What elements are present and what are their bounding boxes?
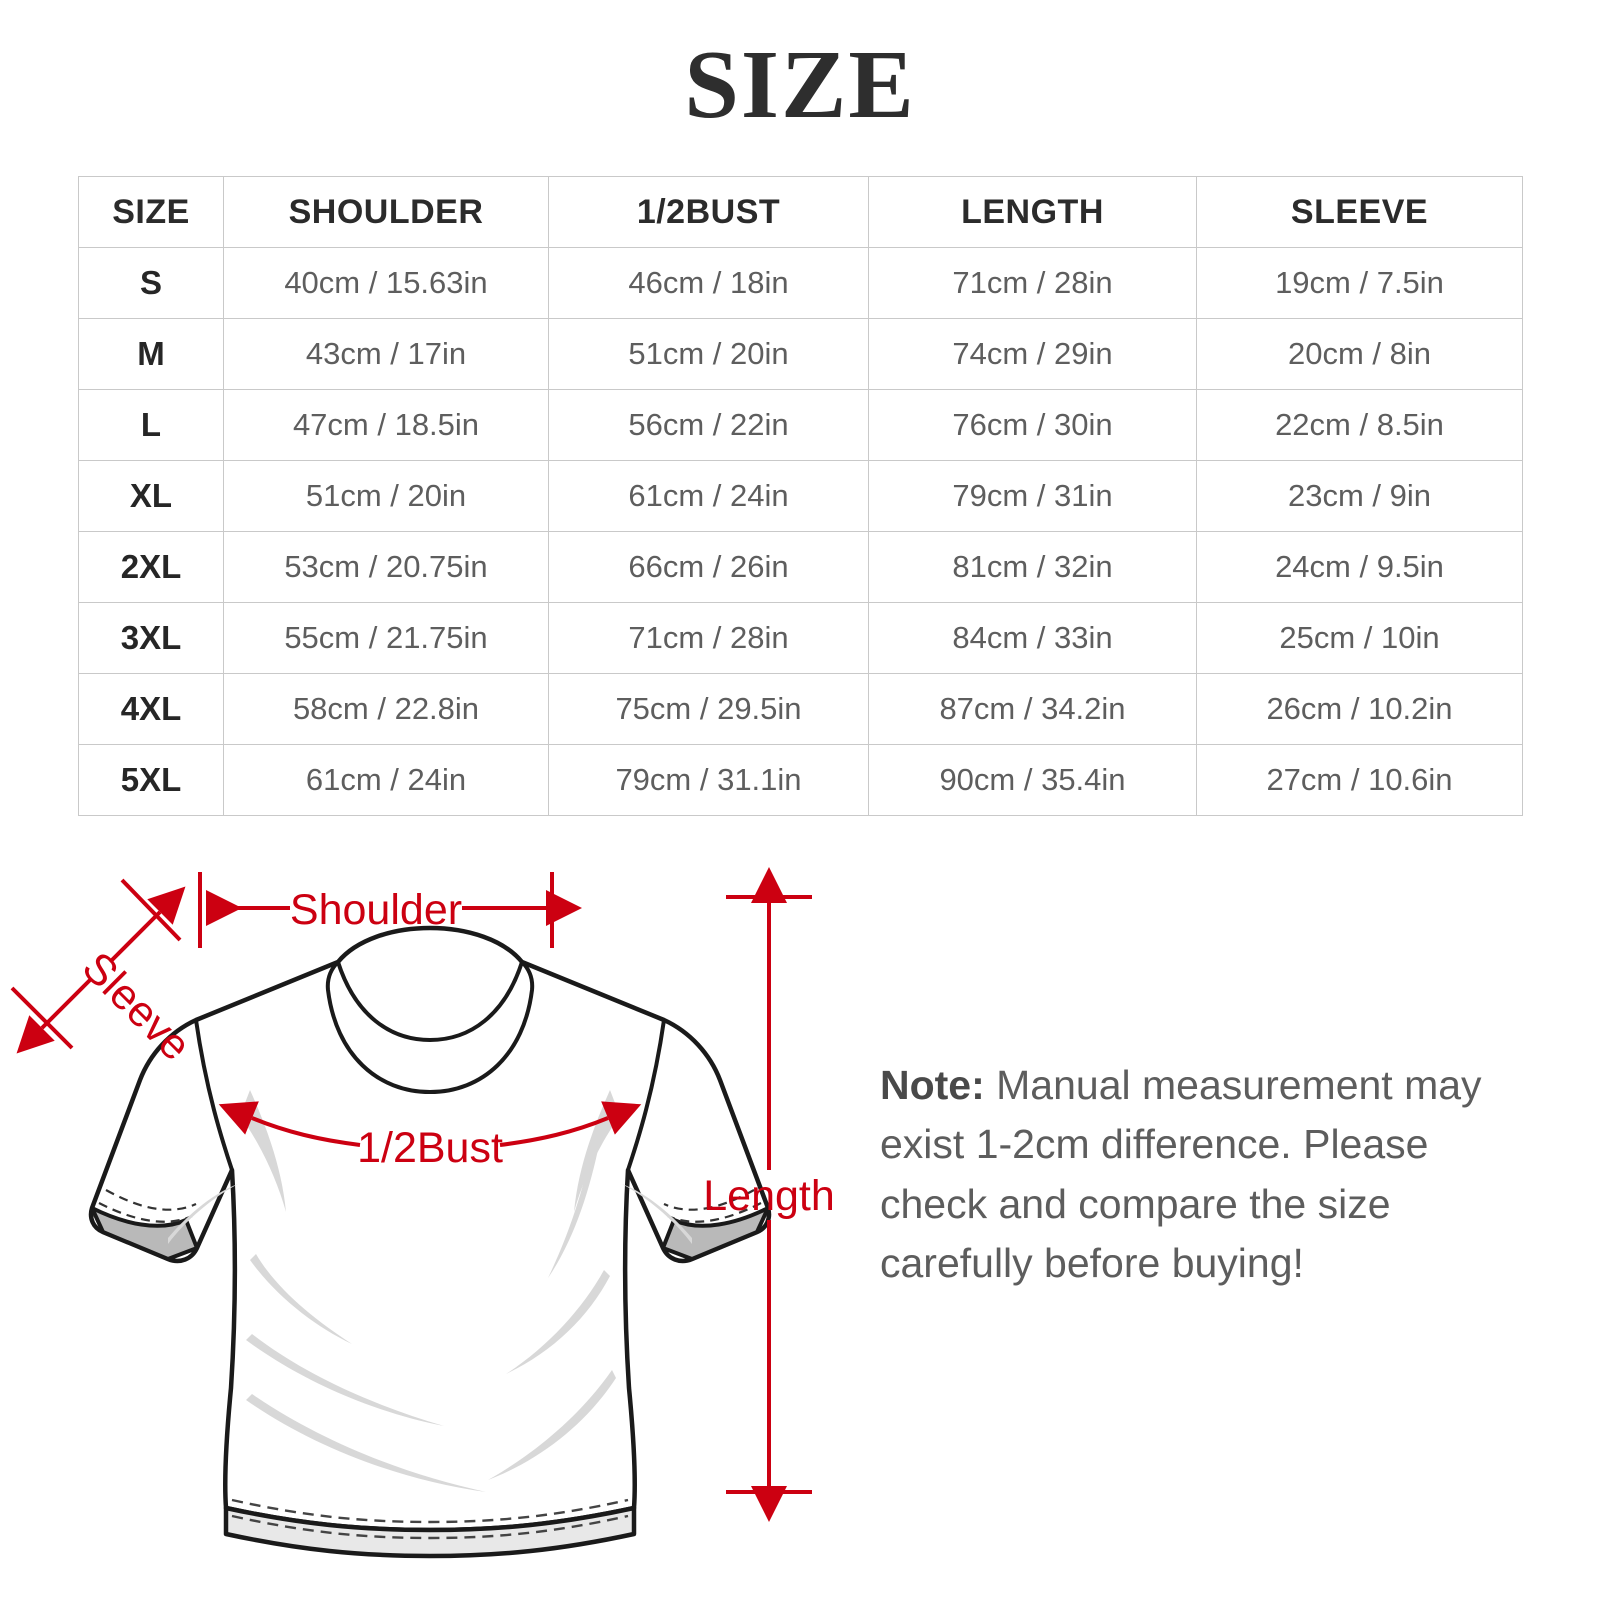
measurement-note: Note: Manual measurement may exist 1-2cm… bbox=[880, 1056, 1520, 1294]
cell-sleeve: 26cm / 10.2in bbox=[1196, 673, 1523, 745]
cell-sleeve: 19cm / 7.5in bbox=[1196, 247, 1523, 319]
cell-sleeve: 23cm / 9in bbox=[1196, 460, 1523, 532]
left-cuff-stitch-outer bbox=[98, 1202, 193, 1223]
cell-length: 90cm / 35.4in bbox=[868, 744, 1197, 816]
column-header-shoulder: SHOULDER bbox=[223, 176, 549, 248]
sleeve-arrow-lower bbox=[16, 978, 92, 1054]
cell-length: 81cm / 32in bbox=[868, 531, 1197, 603]
column-header-size: SIZE bbox=[78, 176, 224, 248]
cell-bust: 71cm / 28in bbox=[548, 602, 869, 674]
left-armhole-seam bbox=[194, 1019, 234, 1171]
sleeve-arrow-upper bbox=[108, 886, 186, 964]
column-header-bust: 1/2BUST bbox=[548, 176, 869, 248]
cell-shoulder: 47cm / 18.5in bbox=[223, 389, 549, 461]
cell-size: 2XL bbox=[78, 531, 224, 603]
cell-shoulder: 40cm / 15.63in bbox=[223, 247, 549, 319]
cell-bust: 51cm / 20in bbox=[548, 318, 869, 390]
size-chart-table-container: SIZE SHOULDER 1/2BUST LENGTH SLEEVE S 40… bbox=[78, 176, 1523, 816]
cell-length: 74cm / 29in bbox=[868, 318, 1197, 390]
cell-length: 71cm / 28in bbox=[868, 247, 1197, 319]
table-row: S 40cm / 15.63in 46cm / 18in 71cm / 28in… bbox=[78, 247, 1523, 319]
page-title: SIZE bbox=[684, 31, 916, 139]
hem-stitch-lower bbox=[231, 1514, 629, 1540]
cell-bust: 66cm / 26in bbox=[548, 531, 869, 603]
label-length: Length bbox=[703, 1172, 835, 1220]
table-row: L 47cm / 18.5in 56cm / 22in 76cm / 30in … bbox=[78, 389, 1523, 461]
cell-size: XL bbox=[78, 460, 224, 532]
table-row: 5XL 61cm / 24in 79cm / 31.1in 90cm / 35.… bbox=[78, 744, 1523, 816]
cell-length: 87cm / 34.2in bbox=[868, 673, 1197, 745]
table-header-row: SIZE SHOULDER 1/2BUST LENGTH SLEEVE bbox=[78, 176, 1523, 248]
table-row: 4XL 58cm / 22.8in 75cm / 29.5in 87cm / 3… bbox=[78, 673, 1523, 745]
cell-shoulder: 51cm / 20in bbox=[223, 460, 549, 532]
cell-shoulder: 61cm / 24in bbox=[223, 744, 549, 816]
collar-outer-band bbox=[325, 958, 535, 1095]
table-row: XL 51cm / 20in 61cm / 24in 79cm / 31in 2… bbox=[78, 460, 1523, 532]
cell-size: 3XL bbox=[78, 602, 224, 674]
cell-sleeve: 22cm / 8.5in bbox=[1196, 389, 1523, 461]
measurement-annotations bbox=[10, 867, 812, 1522]
table-row: M 43cm / 17in 51cm / 20in 74cm / 29in 20… bbox=[78, 318, 1523, 390]
table-row: 3XL 55cm / 21.75in 71cm / 28in 84cm / 33… bbox=[78, 602, 1523, 674]
cell-bust: 61cm / 24in bbox=[548, 460, 869, 532]
cell-size: L bbox=[78, 389, 224, 461]
right-cuff-stitch-inner bbox=[663, 1189, 755, 1211]
cell-shoulder: 43cm / 17in bbox=[223, 318, 549, 390]
cell-sleeve: 27cm / 10.6in bbox=[1196, 744, 1523, 816]
table-row: 2XL 53cm / 20.75in 66cm / 26in 81cm / 32… bbox=[78, 531, 1523, 603]
right-sleeve-cuff bbox=[661, 1206, 770, 1261]
cell-bust: 75cm / 29.5in bbox=[548, 673, 869, 745]
cell-length: 79cm / 31in bbox=[868, 460, 1197, 532]
bust-arrow-left bbox=[218, 1101, 361, 1147]
cell-sleeve: 20cm / 8in bbox=[1196, 318, 1523, 390]
tshirt-measurement-diagram: Shoulder Sleeve 1/2Bust Length bbox=[0, 840, 900, 1580]
size-chart-table: SIZE SHOULDER 1/2BUST LENGTH SLEEVE S 40… bbox=[78, 176, 1523, 816]
cell-size: M bbox=[78, 318, 224, 390]
cell-sleeve: 25cm / 10in bbox=[1196, 602, 1523, 674]
cell-size: S bbox=[78, 247, 224, 319]
bust-arrow-right bbox=[499, 1101, 642, 1147]
left-sleeve-cuff bbox=[90, 1206, 199, 1261]
column-header-sleeve: SLEEVE bbox=[1196, 176, 1523, 248]
label-sleeve: Sleeve bbox=[73, 943, 200, 1070]
sleeve-tick-lower bbox=[10, 986, 74, 1050]
hem-bottom-edge bbox=[223, 1505, 637, 1559]
cell-shoulder: 58cm / 22.8in bbox=[223, 673, 549, 745]
note-text: Manual measurement may exist 1-2cm diffe… bbox=[880, 1062, 1482, 1287]
note-label: Note: bbox=[880, 1062, 985, 1108]
cell-size: 4XL bbox=[78, 673, 224, 745]
label-shoulder: Shoulder bbox=[290, 886, 462, 934]
cell-bust: 46cm / 18in bbox=[548, 247, 869, 319]
tshirt-body-outline bbox=[88, 925, 772, 1533]
cell-size: 5XL bbox=[78, 744, 224, 816]
label-bust: 1/2Bust bbox=[357, 1124, 503, 1172]
right-armhole-seam bbox=[626, 1019, 666, 1171]
cell-length: 76cm / 30in bbox=[868, 389, 1197, 461]
cell-bust: 56cm / 22in bbox=[548, 389, 869, 461]
column-header-length: LENGTH bbox=[868, 176, 1197, 248]
right-cuff-stitch-outer bbox=[667, 1202, 762, 1223]
cell-shoulder: 55cm / 21.75in bbox=[223, 602, 549, 674]
tshirt-illustration bbox=[88, 925, 772, 1559]
left-cuff-stitch-inner bbox=[105, 1189, 197, 1211]
cell-length: 84cm / 33in bbox=[868, 602, 1197, 674]
cell-shoulder: 53cm / 20.75in bbox=[223, 531, 549, 603]
sleeve-tick-upper bbox=[120, 878, 182, 942]
hem-stitch-upper bbox=[231, 1498, 629, 1524]
cell-sleeve: 24cm / 9.5in bbox=[1196, 531, 1523, 603]
cell-bust: 79cm / 31.1in bbox=[548, 744, 869, 816]
